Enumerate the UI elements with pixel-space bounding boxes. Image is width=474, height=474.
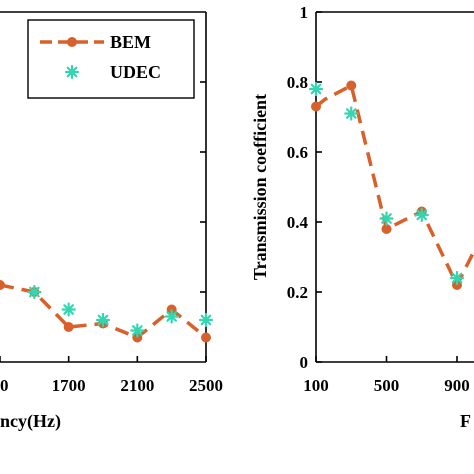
left-udec-point: [130, 323, 145, 338]
left-x-axis-label: ncy(Hz): [0, 411, 61, 432]
left-udec-point-stroke: [131, 325, 143, 336]
left-udec-point: [61, 302, 76, 317]
right-bem-point: [311, 101, 321, 112]
left-udec-point-stroke: [28, 286, 40, 298]
left-udec-point-stroke: [166, 311, 178, 322]
right-bem-line: [314, 82, 474, 289]
right-y-tick-label: 0: [300, 353, 309, 372]
right-x-axis-label: F: [460, 411, 471, 431]
right-y-tick-label: 0.2: [287, 283, 308, 302]
right-udec-point-stroke: [345, 108, 357, 119]
left-bem-point: [0, 280, 5, 290]
right-udec-point: [344, 106, 359, 121]
legend: BEM UDEC: [27, 19, 195, 99]
left-udec-point: [164, 309, 179, 324]
legend-udec-marker-stroke: [66, 66, 78, 78]
right-udec-point-stroke: [451, 272, 463, 284]
right-x-tick-label: 100: [303, 376, 329, 395]
right-x-tick-label: 500: [374, 376, 400, 395]
right-udec-point-stroke: [381, 213, 392, 224]
legend-bem-marker: [67, 37, 77, 47]
left-bem-point: [63, 322, 74, 332]
left-udec-point-stroke: [63, 304, 75, 315]
left-udec-point-stroke: [97, 314, 109, 326]
right-udec-point: [379, 211, 394, 226]
right-udec-point-stroke: [310, 83, 322, 95]
right-udec-point: [414, 207, 429, 223]
legend-udec-label: UDEC: [110, 62, 161, 82]
left-udec-point: [27, 284, 42, 300]
left-x-tick-label: 00: [0, 376, 9, 395]
right-udec-point-stroke: [416, 209, 428, 221]
left-x-tick-label: 2100: [120, 376, 154, 395]
legend-bem-label: BEM: [110, 32, 151, 52]
legend-box: [27, 19, 195, 99]
right-y-tick-label: 0.6: [287, 143, 308, 162]
left-bem-point: [201, 332, 211, 343]
right-chart-panel: 0 0.2 0.4 0.6 0.8 1 100 500 900 F Transmission coe…: [250, 3, 474, 431]
left-x-tick-label: 1700: [52, 376, 86, 395]
right-udec-point: [449, 270, 465, 286]
right-y-tick-label: 1: [300, 3, 309, 22]
right-x-tick-label: 900: [444, 376, 470, 395]
left-udec-point: [95, 312, 111, 328]
right-bem-point: [381, 224, 392, 234]
right-y-axis-label: Transmission coefficient: [250, 94, 270, 280]
left-chart-panel: 00 1700 2100 2500 ncy(Hz) BEM UDEC: [0, 11, 223, 432]
legend-udec-marker: [64, 64, 80, 80]
left-x-tick-label: 2500: [189, 376, 223, 395]
right-bem-point: [346, 80, 357, 91]
right-y-tick-label: 0.8: [287, 73, 308, 92]
left-udec-point: [198, 312, 214, 328]
right-y-tick-label: 0.4: [287, 213, 309, 232]
right-udec-point: [308, 81, 324, 97]
left-udec-point-stroke: [200, 314, 212, 326]
